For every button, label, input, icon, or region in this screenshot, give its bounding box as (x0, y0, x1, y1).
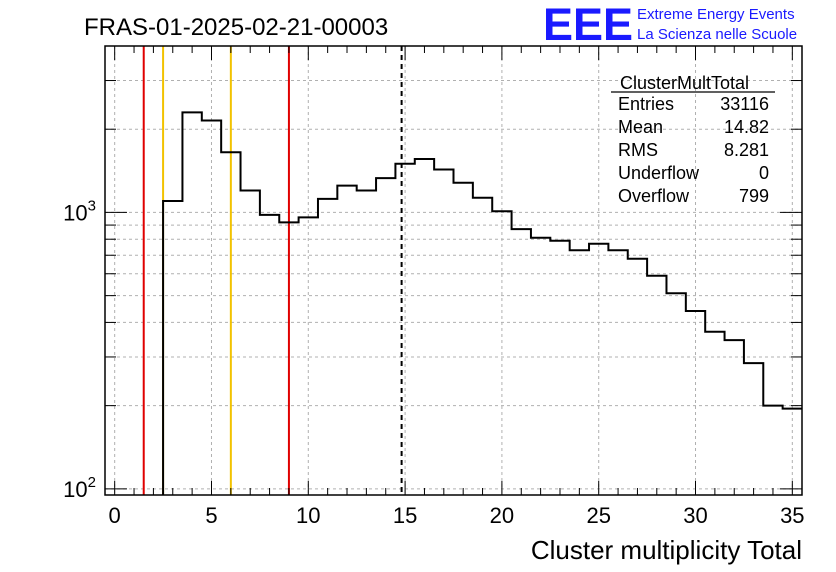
x-tick-label: 30 (683, 503, 707, 528)
x-tick-label: 15 (393, 503, 417, 528)
chart-title: FRAS-01-2025-02-21-00003 (84, 14, 388, 41)
x-axis-label: Cluster multiplicity Total (531, 535, 802, 565)
axis-ticks: 0 5 10 15 20 25 30 35 102 103 (63, 45, 805, 528)
x-tick-label: 10 (296, 503, 320, 528)
y-tick-label: 102 (63, 474, 96, 502)
x-tick-label: 20 (490, 503, 514, 528)
stats-value-entries: 33116 (720, 94, 769, 114)
stats-label-underflow: Underflow (618, 163, 700, 183)
stats-label-rms: RMS (618, 140, 658, 160)
stats-value-overflow: 799 (739, 186, 769, 206)
stats-label-mean: Mean (618, 117, 663, 137)
stats-box-name: ClusterMultTotal (620, 73, 749, 93)
histogram-series (162, 111, 802, 495)
x-tick-label: 35 (780, 503, 804, 528)
stats-value-mean: 14.82 (724, 117, 769, 137)
stats-box: ClusterMultTotal Entries 33116 Mean 14.8… (611, 73, 775, 206)
histogram-outline (162, 111, 802, 495)
x-tick-label: 25 (586, 503, 610, 528)
plot-border (104, 45, 803, 496)
plot-frame (104, 45, 803, 496)
eee-logo-line1: Extreme Energy Events (637, 6, 795, 23)
stats-label-overflow: Overflow (618, 186, 690, 206)
eee-logo-line2: La Scienza nelle Scuole (637, 26, 797, 43)
y-tick-label: 103 (63, 197, 96, 225)
eee-logo: EEE Extreme Energy Events La Scienza nel… (543, 0, 797, 50)
grid-layer (105, 45, 802, 495)
x-tick-label: 0 (109, 503, 121, 528)
stats-value-rms: 8.281 (724, 140, 769, 160)
stats-value-underflow: 0 (759, 163, 769, 183)
eee-logo-mark: EEE (543, 0, 633, 50)
x-tick-label: 5 (205, 503, 217, 528)
stats-label-entries: Entries (618, 94, 674, 114)
